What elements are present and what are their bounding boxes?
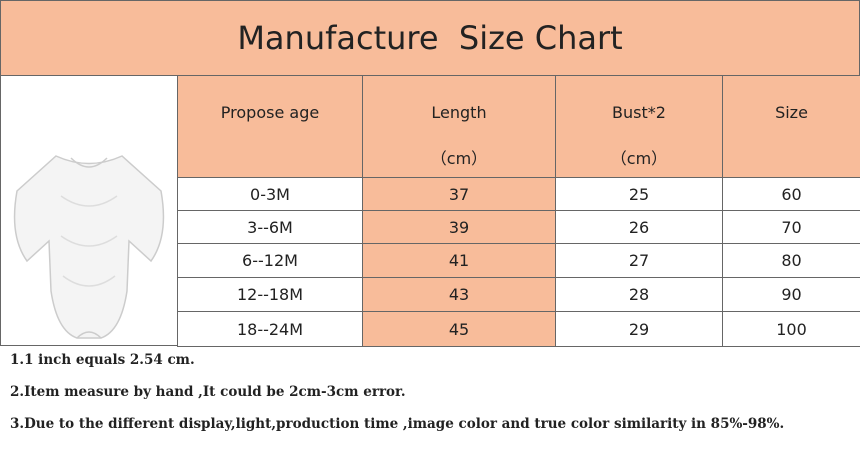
table-cell: 26 (555, 210, 723, 244)
table-cell: 18--24M (177, 311, 363, 347)
header-text: Size (775, 103, 808, 122)
header-cell: Bust*2 （cm） (555, 75, 723, 178)
table-cell: 39 (362, 210, 556, 244)
header-text: （cm） (610, 149, 668, 168)
table-cell: 0-3M (177, 177, 363, 211)
header-cell: Propose age (177, 75, 363, 178)
table-cell: 70 (722, 210, 860, 244)
header-text: Length (431, 103, 487, 122)
header-cell: Size (722, 75, 860, 178)
table-cell: 45 (362, 311, 556, 347)
table-cell: 28 (555, 277, 723, 312)
header-cell: Length （cm） (362, 75, 556, 178)
romper-illustration (13, 155, 165, 339)
table-cell: 80 (722, 243, 860, 278)
table-cell: 27 (555, 243, 723, 278)
table-cell: 29 (555, 311, 723, 347)
note: 2.Item measure by hand ,It could be 2cm-… (10, 384, 406, 400)
title: Manufacture Size Chart (0, 0, 860, 76)
header-text: Propose age (220, 103, 320, 122)
table-cell: 100 (722, 311, 860, 347)
header-text: （cm） (430, 149, 488, 168)
table-cell: 3--6M (177, 210, 363, 244)
table-cell: 25 (555, 177, 723, 211)
header-text: Bust*2 (612, 103, 666, 122)
product-photo (0, 75, 178, 346)
table-cell: 43 (362, 277, 556, 312)
table-cell: 6--12M (177, 243, 363, 278)
table-cell: 37 (362, 177, 556, 211)
table-cell: 90 (722, 277, 860, 312)
table-cell: 41 (362, 243, 556, 278)
table-cell: 12--18M (177, 277, 363, 312)
table-cell: 60 (722, 177, 860, 211)
note: 1.1 inch equals 2.54 cm. (10, 352, 195, 368)
note: 3.Due to the different display,light,pro… (10, 416, 785, 432)
